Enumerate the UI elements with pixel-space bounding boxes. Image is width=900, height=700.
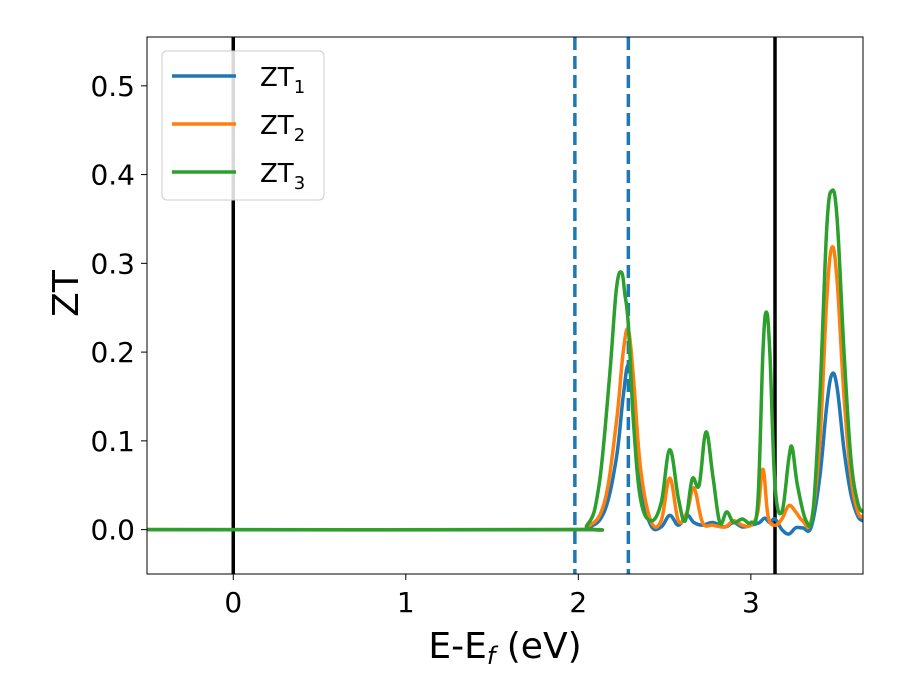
x-axis-label-unit: (eV) — [495, 626, 581, 667]
x-axis-label-main: E-E — [428, 626, 486, 667]
axes-frame — [146, 36, 864, 575]
legend-box — [161, 50, 325, 201]
y-tick-label: 0.0 — [90, 514, 135, 547]
x-tick-label: 1 — [397, 586, 415, 619]
axis-ticks: 0 1 2 3 0.0 0.1 0.2 0.3 0.4 0.5 — [90, 70, 759, 619]
series-line-zt-3 — [147, 188, 863, 532]
y-tick-label: 0.3 — [90, 247, 135, 280]
x-tick-label: 2 — [569, 586, 587, 619]
legend-label-zt-1: ZT1 — [260, 63, 305, 98]
legend-label-zt-3: ZT3 — [260, 159, 305, 194]
series-line-zt-2 — [147, 245, 863, 532]
y-axis-label: ZT — [46, 269, 87, 317]
y-tick-label: 0.1 — [90, 425, 135, 458]
legend-label-zt-2: ZT2 — [260, 111, 305, 146]
x-tick-label: 3 — [742, 586, 760, 619]
plot-area — [147, 37, 863, 574]
y-tick-label: 0.5 — [90, 70, 135, 103]
y-tick-label: 0.2 — [90, 336, 135, 369]
x-axis-label: E-Ef (eV) — [428, 626, 581, 670]
y-tick-label: 0.4 — [90, 159, 135, 192]
legend: ZT1 ZT2 ZT3 — [161, 50, 325, 201]
x-tick-label: 0 — [224, 586, 242, 619]
